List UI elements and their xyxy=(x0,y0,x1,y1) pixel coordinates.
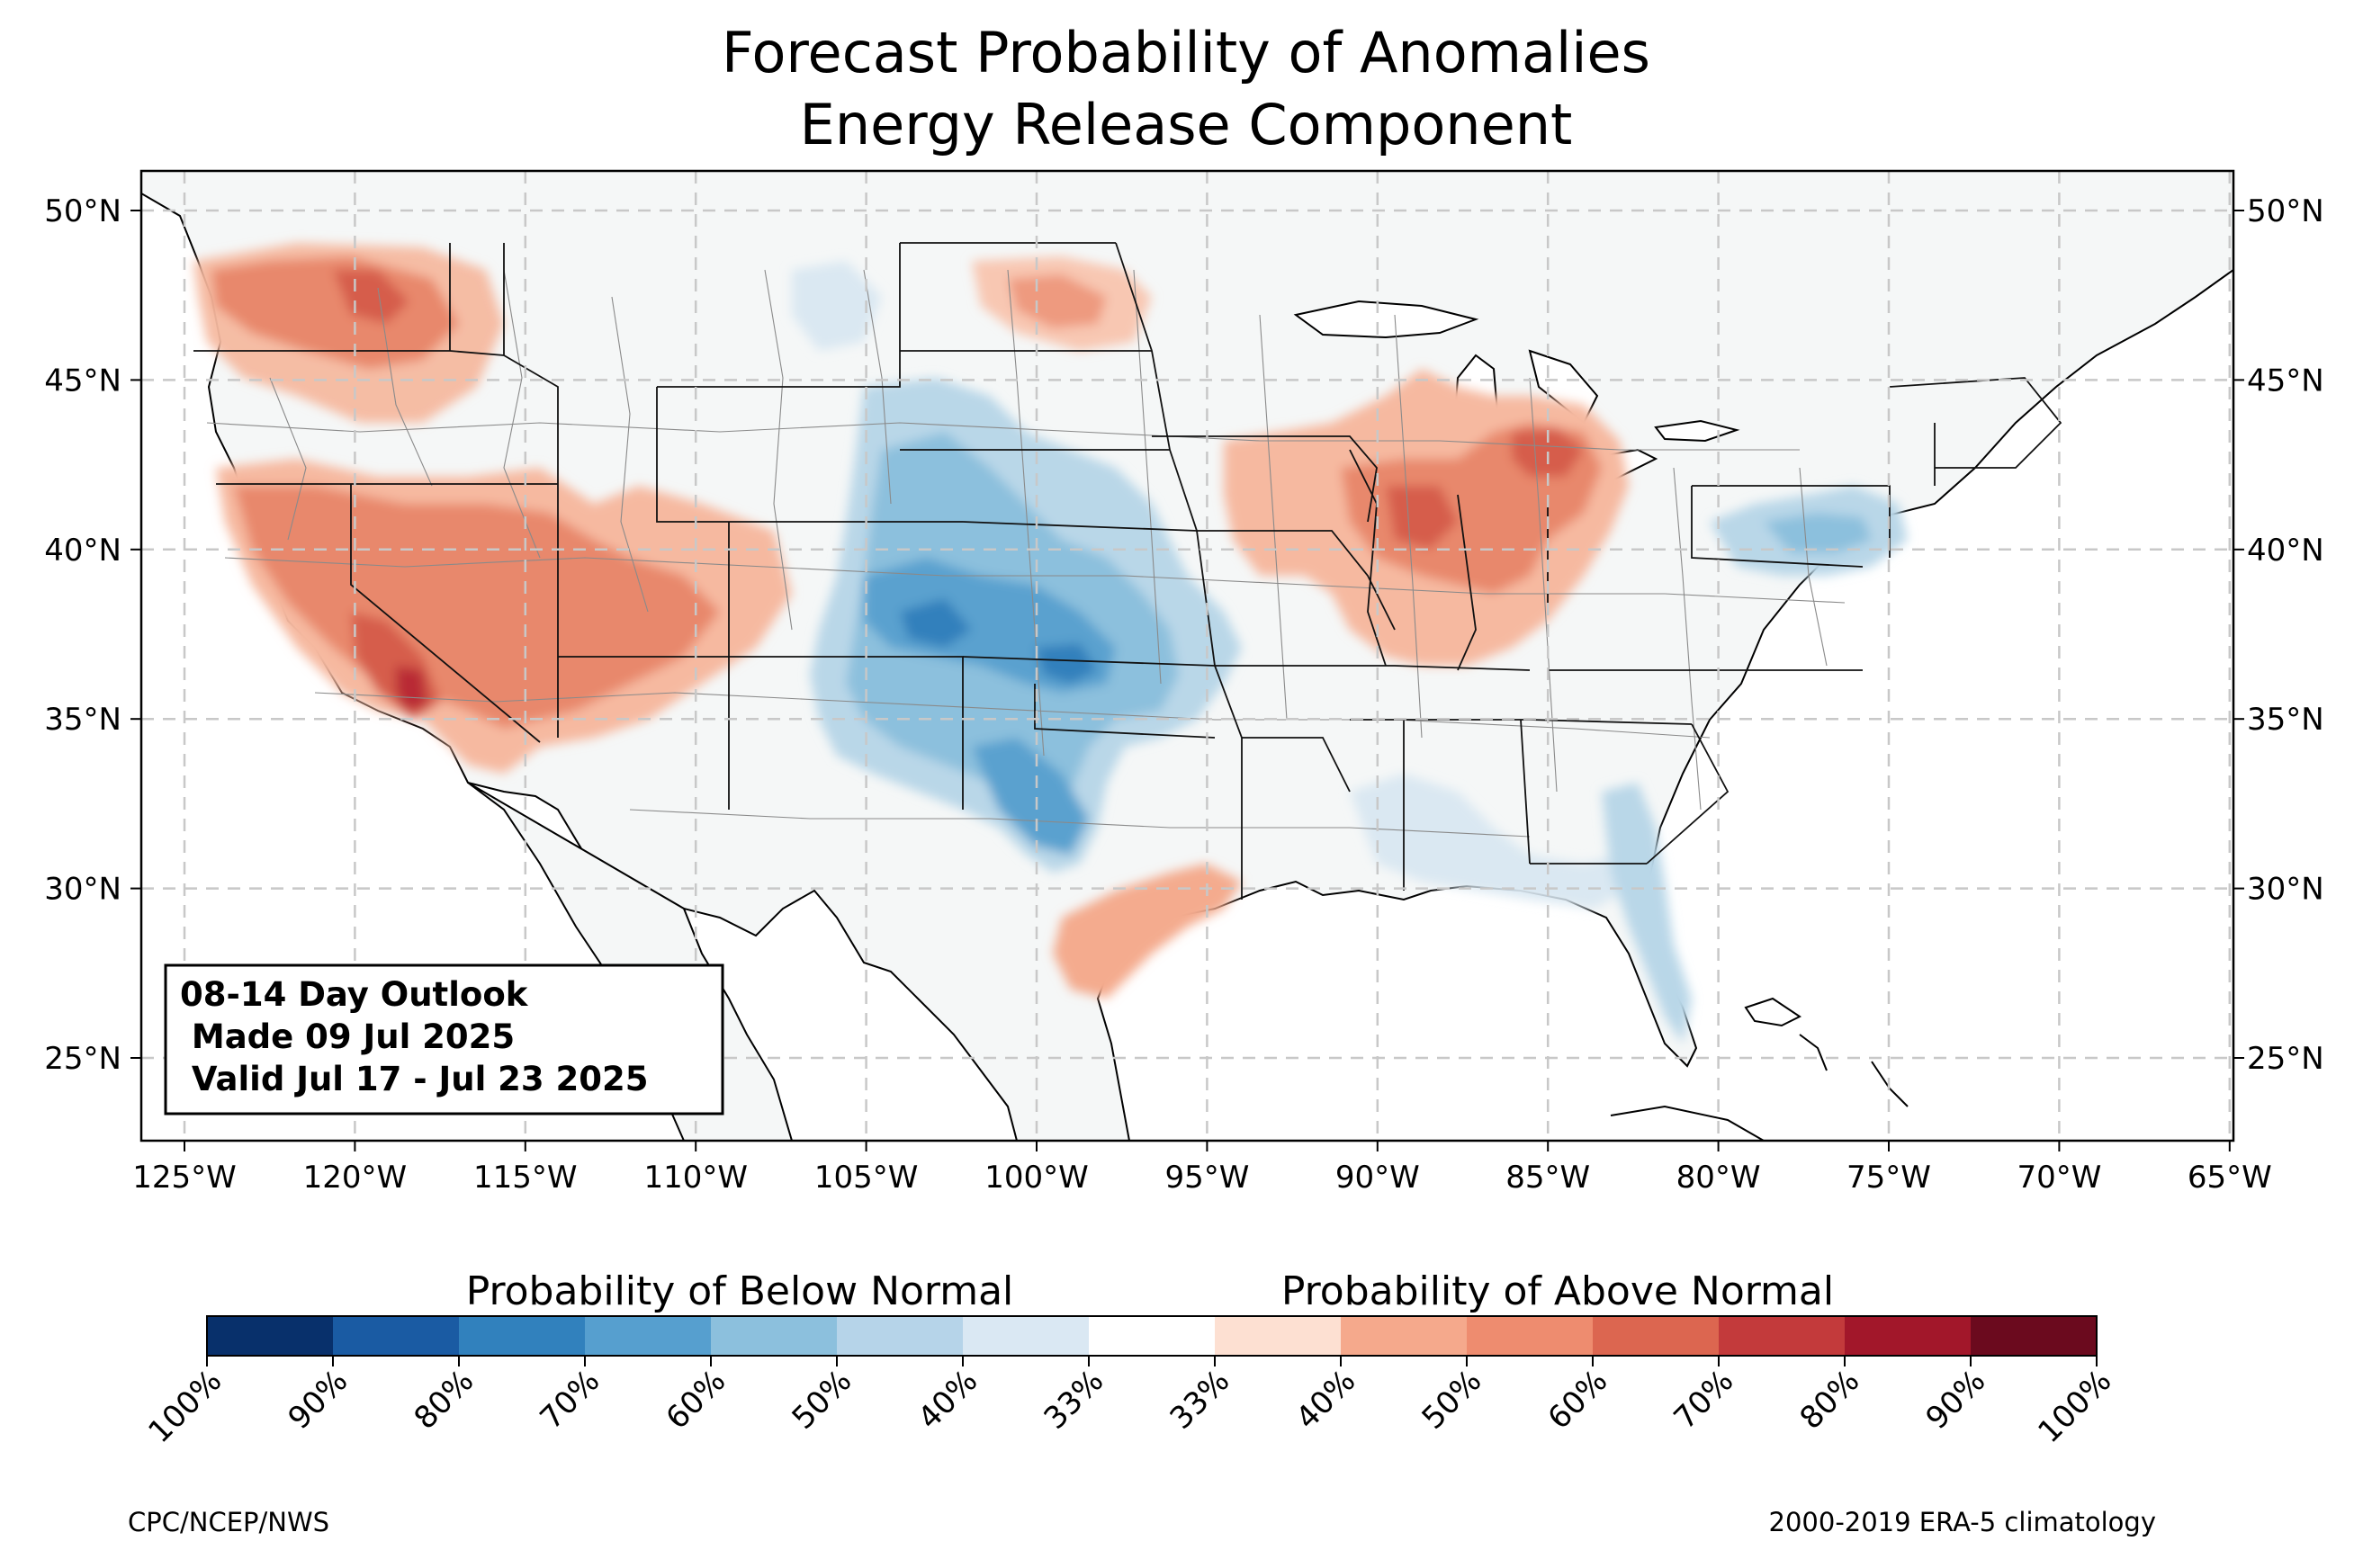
above-region-north-dakota-core xyxy=(1008,274,1107,328)
colorbar-swatch xyxy=(1467,1316,1594,1356)
footer-climatology: 2000-2019 ERA-5 climatology xyxy=(1769,1507,2156,1537)
colorbar-swatch xyxy=(1089,1316,1216,1356)
colorbar: Probability of Below Normal Probability … xyxy=(141,1268,2118,1450)
state-borders xyxy=(193,242,2062,900)
latitude-tick-label: 30°N xyxy=(2247,872,2324,908)
colorbar-tick-label: 50% xyxy=(1415,1363,1489,1437)
latitude-tick-label: 25°N xyxy=(2247,1041,2324,1077)
longitude-tick-label: 110°W xyxy=(643,1160,748,1196)
made-date: Made 09 Jul 2025 xyxy=(180,1017,515,1056)
above-region-illinois-peak xyxy=(1386,486,1458,549)
colorbar-tick-label: 90% xyxy=(1919,1363,1993,1437)
colorbar-tick-label: 80% xyxy=(1793,1363,1867,1437)
below-region-florida xyxy=(1602,783,1692,1044)
colorbar-tick-label: 50% xyxy=(786,1363,859,1437)
info-box-frame xyxy=(164,963,724,1116)
colorbar-swatch xyxy=(1971,1316,2098,1356)
above-region-northwest-core xyxy=(211,256,459,369)
longitude-tick-label: 125°W xyxy=(132,1160,237,1196)
colorbar-tick-label: 60% xyxy=(1541,1363,1615,1437)
above-region-northwest-peak xyxy=(333,270,409,324)
colorbar-swatch xyxy=(963,1316,1090,1356)
colorbar-above-label: Probability of Above Normal xyxy=(1281,1268,1834,1314)
division-lines xyxy=(206,269,1846,838)
below-region-peak xyxy=(900,598,972,648)
above-region-death-valley xyxy=(396,666,427,711)
outlook-info-box: 08-14 Day Outlook Made 09 Jul 2025 Valid… xyxy=(164,963,724,1116)
colorbar-tick-label: 70% xyxy=(534,1363,607,1437)
colorbar-swatch xyxy=(1593,1316,1720,1356)
colorbar-tick-labels: 100% 90% 80% 70% 60% 50% 40% 33% 33% 40% 50% 60% 70%… xyxy=(141,1356,2118,1450)
below-region-oklahoma-peak xyxy=(1035,643,1098,684)
outlook-period: 08-14 Day Outlook xyxy=(180,975,529,1014)
longitude-tick-label: 115°W xyxy=(473,1160,578,1196)
colorbar-swatch xyxy=(1341,1316,1468,1356)
longitude-tick-label: 80°W xyxy=(1676,1160,1761,1196)
colorbar-frame xyxy=(206,1315,2098,1357)
valid-dates: Valid Jul 17 - Jul 23 2025 xyxy=(180,1060,649,1098)
colorbar-swatches xyxy=(207,1316,2098,1356)
footer-source: CPC/NCEP/NWS xyxy=(128,1507,329,1537)
colorbar-swatch xyxy=(1845,1316,1972,1356)
below-region-north-dakota-west xyxy=(792,261,882,351)
colorbar-tick-label: 60% xyxy=(660,1363,733,1437)
colorbar-tick-label: 33% xyxy=(1038,1363,1111,1437)
longitude-tick-label: 95°W xyxy=(1164,1160,1249,1196)
latitude-tick-label: 30°N xyxy=(44,872,121,908)
latitude-tick-labels-right: 50°N 45°N 40°N 35°N 30°N 25°N xyxy=(2233,193,2324,1077)
latitude-tick-label: 50°N xyxy=(44,193,121,229)
latitude-tick-label: 25°N xyxy=(44,1041,121,1077)
longitude-tick-label: 75°W xyxy=(1846,1160,1931,1196)
title-line-2: Energy Release Component xyxy=(800,92,1573,157)
colorbar-swatch xyxy=(207,1316,334,1356)
colorbar-below-label: Probability of Below Normal xyxy=(466,1268,1014,1314)
colorbar-tick-label: 40% xyxy=(912,1363,985,1437)
below-region-gulf xyxy=(1350,774,1629,909)
title-line-1: Forecast Probability of Anomalies xyxy=(722,20,1650,85)
map-panel xyxy=(141,171,2233,1141)
longitude-tick-label: 85°W xyxy=(1505,1160,1590,1196)
colorbar-tick-label: 100% xyxy=(141,1363,229,1450)
below-region-texas-panhandle xyxy=(972,738,1089,855)
latitude-tick-label: 40°N xyxy=(44,533,121,569)
latitude-tick-label: 45°N xyxy=(2247,363,2324,399)
colorbar-tick-label: 100% xyxy=(2031,1363,2118,1450)
longitude-tick-label: 70°W xyxy=(2017,1160,2101,1196)
latitude-tick-label: 35°N xyxy=(44,702,121,738)
latitude-tick-labels-left: 50°N 45°N 40°N 35°N 30°N 25°N xyxy=(44,193,141,1077)
colorbar-swatch xyxy=(459,1316,586,1356)
latitude-tick-label: 45°N xyxy=(44,363,121,399)
colorbar-swatch xyxy=(585,1316,712,1356)
colorbar-tick-label: 70% xyxy=(1667,1363,1741,1437)
latitude-tick-label: 35°N xyxy=(2247,702,2324,738)
latitude-tick-label: 50°N xyxy=(2247,193,2324,229)
longitude-tick-label: 105°W xyxy=(814,1160,919,1196)
colorbar-tick-label: 33% xyxy=(1164,1363,1237,1437)
colorbar-tick-label: 90% xyxy=(282,1363,355,1437)
colorbar-swatch xyxy=(1719,1316,1846,1356)
latitude-tick-label: 40°N xyxy=(2247,533,2324,569)
colorbar-swatch xyxy=(333,1316,460,1356)
longitude-tick-label: 120°W xyxy=(303,1160,408,1196)
colorbar-swatch xyxy=(711,1316,838,1356)
longitude-tick-label: 100°W xyxy=(984,1160,1089,1196)
colorbar-tick-label: 40% xyxy=(1289,1363,1363,1437)
longitude-tick-label: 65°W xyxy=(2188,1160,2272,1196)
colorbar-swatch xyxy=(1215,1316,1342,1356)
colorbar-tick-label: 80% xyxy=(408,1363,481,1437)
longitude-tick-labels: 125°W 120°W 115°W 110°W 105°W 100°W 95°W 90°W 85… xyxy=(132,1141,2272,1196)
below-region-northeast-core xyxy=(1764,513,1872,553)
longitude-tick-label: 90°W xyxy=(1335,1160,1420,1196)
colorbar-swatch xyxy=(837,1316,964,1356)
map-frame xyxy=(139,169,2235,1142)
above-region-texas-coast xyxy=(1053,864,1242,999)
